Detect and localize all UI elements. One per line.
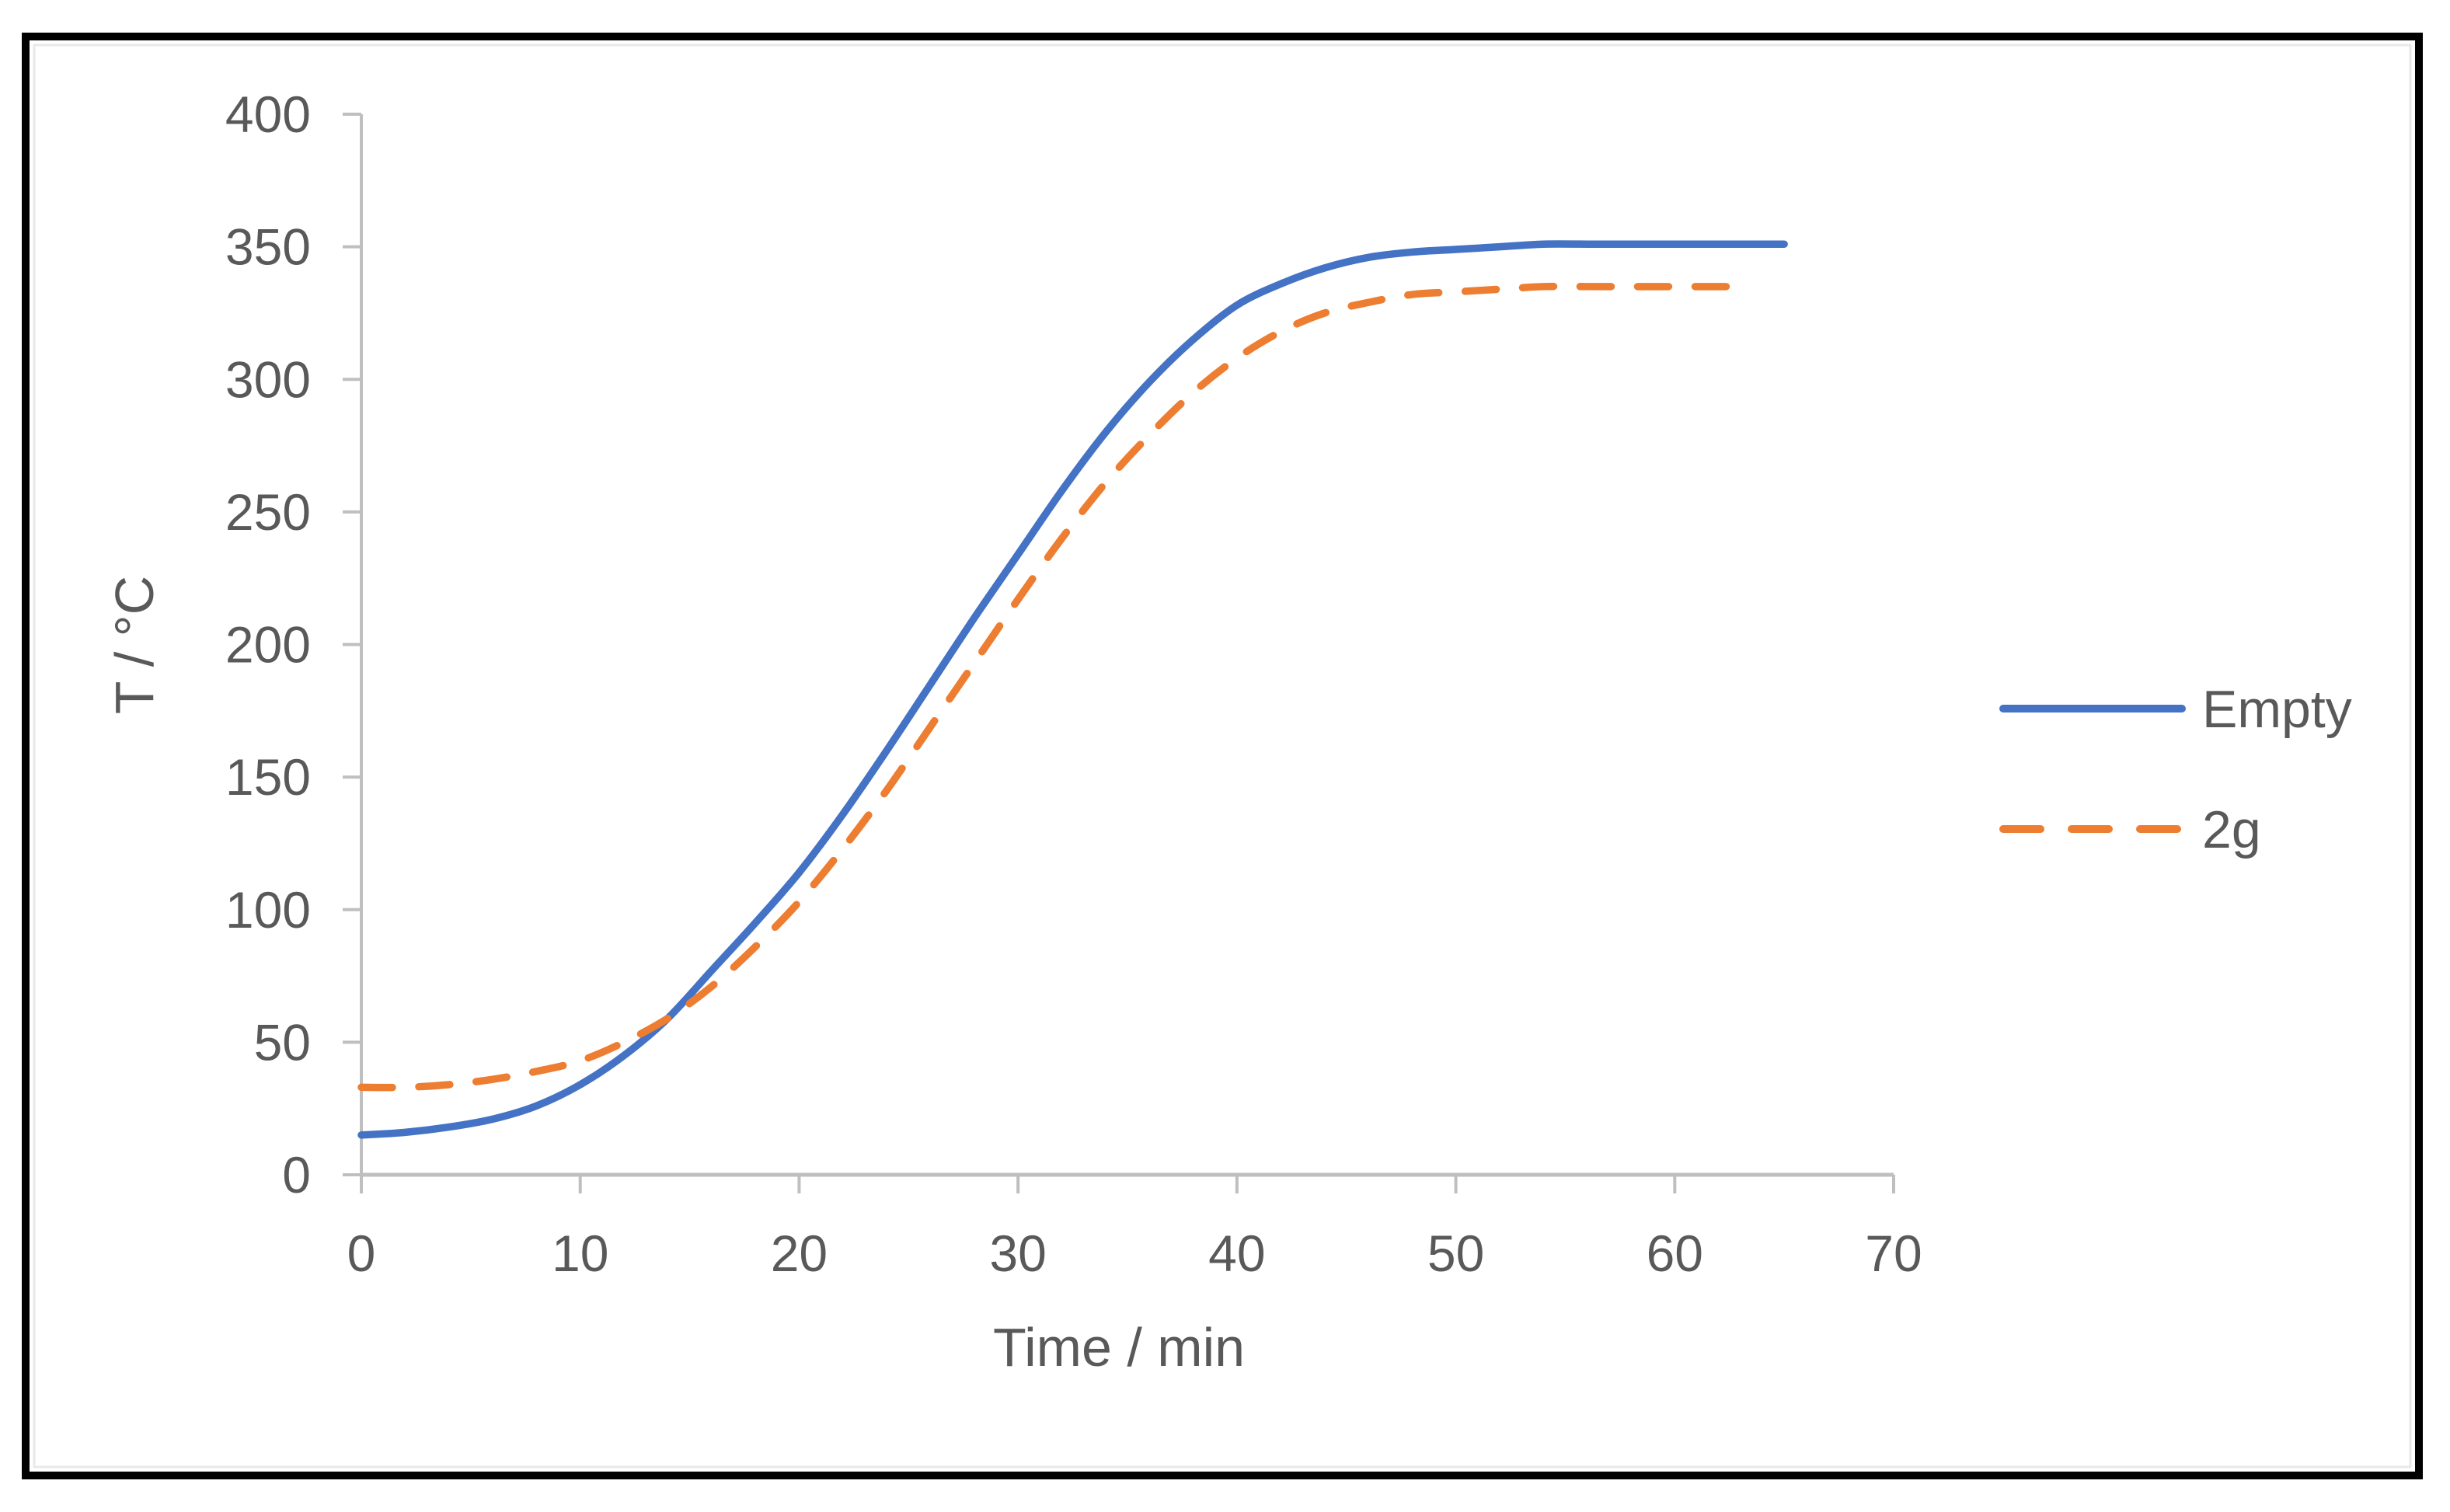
chart-frame-inner-shadow	[33, 44, 2412, 1468]
x-tick-label: 20	[771, 1225, 828, 1282]
y-axis-title: T / °C	[104, 576, 165, 714]
y-tick-label: 200	[225, 616, 311, 674]
x-tick-label: 70	[1865, 1225, 1922, 1282]
x-tick-label: 60	[1647, 1225, 1703, 1282]
legend-group: Empty 2g	[1999, 680, 2352, 859]
x-tick-label: 10	[552, 1225, 608, 1282]
series-line-empty	[357, 240, 1788, 1139]
y-tick-label: 100	[225, 881, 311, 939]
x-tick-label: 40	[1208, 1225, 1265, 1282]
x-axis-title: Time / min	[993, 1317, 1245, 1378]
ticks-group: 0 50 100 150 200 250 300 350 400 0 10 20 30 40 50 60 70	[225, 85, 1922, 1282]
legend-item-2g: 2g	[1999, 800, 2261, 859]
y-tick-label: 350	[225, 218, 311, 276]
chart-frame	[22, 33, 2423, 1479]
legend-item-empty: Empty	[1999, 680, 2352, 739]
y-tick-label: 400	[225, 85, 311, 143]
legend-label-empty: Empty	[2202, 680, 2352, 739]
x-tick-label: 0	[347, 1225, 376, 1282]
y-tick-label: 300	[225, 350, 311, 408]
y-tick-label: 250	[225, 483, 311, 541]
y-tick-label: 0	[282, 1146, 311, 1204]
y-tick-label: 150	[225, 748, 311, 806]
x-tick-label: 30	[989, 1225, 1046, 1282]
y-tick-label: 50	[254, 1013, 311, 1071]
series-group	[357, 240, 1788, 1139]
x-tick-label: 50	[1427, 1225, 1484, 1282]
legend-label-2g: 2g	[2202, 800, 2261, 859]
series-line-2g	[357, 282, 1744, 1092]
